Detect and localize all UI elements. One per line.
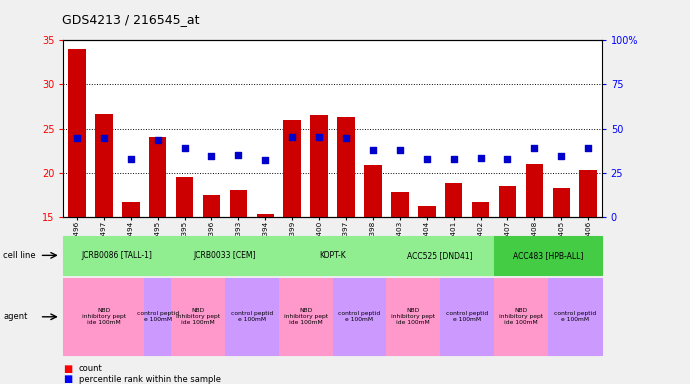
Bar xyxy=(526,164,543,217)
Bar xyxy=(95,114,112,217)
Text: control peptid
e 100mM: control peptid e 100mM xyxy=(446,311,489,323)
Point xyxy=(206,153,217,159)
Point xyxy=(555,153,566,159)
Bar xyxy=(445,184,462,217)
Text: control peptid
e 100mM: control peptid e 100mM xyxy=(230,311,273,323)
Bar xyxy=(364,165,382,217)
Text: GDS4213 / 216545_at: GDS4213 / 216545_at xyxy=(62,13,199,26)
Text: KOPT-K: KOPT-K xyxy=(319,251,346,260)
Bar xyxy=(122,202,139,217)
Text: NBD
inhibitory pept
ide 100mM: NBD inhibitory pept ide 100mM xyxy=(391,308,435,326)
Text: ACC525 [DND41]: ACC525 [DND41] xyxy=(407,251,473,260)
Text: JCRB0033 [CEM]: JCRB0033 [CEM] xyxy=(194,251,256,260)
Bar xyxy=(337,117,355,217)
Text: NBD
inhibitory pept
ide 100mM: NBD inhibitory pept ide 100mM xyxy=(284,308,328,326)
Text: control peptid
e 100mM: control peptid e 100mM xyxy=(137,311,179,323)
Bar xyxy=(149,137,166,217)
Bar xyxy=(230,190,247,217)
Text: NBD
inhibitory pept
ide 100mM: NBD inhibitory pept ide 100mM xyxy=(176,308,220,326)
Bar xyxy=(203,195,220,217)
Point xyxy=(233,152,244,158)
Point xyxy=(313,134,325,141)
Bar xyxy=(391,192,408,217)
Point xyxy=(98,135,109,141)
Bar xyxy=(284,120,301,217)
Point xyxy=(448,156,460,162)
Point xyxy=(582,145,593,151)
Text: control peptid
e 100mM: control peptid e 100mM xyxy=(338,311,381,323)
Point xyxy=(179,145,190,151)
Bar xyxy=(310,115,328,217)
Point xyxy=(394,147,405,153)
Text: cell line: cell line xyxy=(3,251,36,260)
Point xyxy=(152,137,163,143)
Point xyxy=(259,157,270,164)
Point xyxy=(72,135,83,141)
Point xyxy=(502,156,513,162)
Text: control peptid
e 100mM: control peptid e 100mM xyxy=(553,311,596,323)
Text: percentile rank within the sample: percentile rank within the sample xyxy=(79,375,221,384)
Text: ACC483 [HPB-ALL]: ACC483 [HPB-ALL] xyxy=(513,251,583,260)
Point xyxy=(475,155,486,161)
Bar xyxy=(472,202,489,217)
Bar xyxy=(499,186,516,217)
Point xyxy=(529,145,540,151)
Text: count: count xyxy=(79,364,102,373)
Bar xyxy=(580,170,597,217)
Point xyxy=(421,156,432,162)
Bar xyxy=(68,49,86,217)
Bar xyxy=(553,188,570,217)
Text: ■: ■ xyxy=(63,374,72,384)
Bar xyxy=(257,214,274,217)
Text: ■: ■ xyxy=(63,364,72,374)
Text: NBD
inhibitory pept
ide 100mM: NBD inhibitory pept ide 100mM xyxy=(82,308,126,326)
Point xyxy=(340,135,351,141)
Point xyxy=(126,156,137,162)
Bar xyxy=(176,177,193,217)
Text: NBD
inhibitory pept
ide 100mM: NBD inhibitory pept ide 100mM xyxy=(499,308,543,326)
Point xyxy=(287,134,298,141)
Point xyxy=(367,147,378,153)
Text: JCRB0086 [TALL-1]: JCRB0086 [TALL-1] xyxy=(82,251,152,260)
Bar xyxy=(418,206,435,217)
Text: agent: agent xyxy=(3,312,28,321)
